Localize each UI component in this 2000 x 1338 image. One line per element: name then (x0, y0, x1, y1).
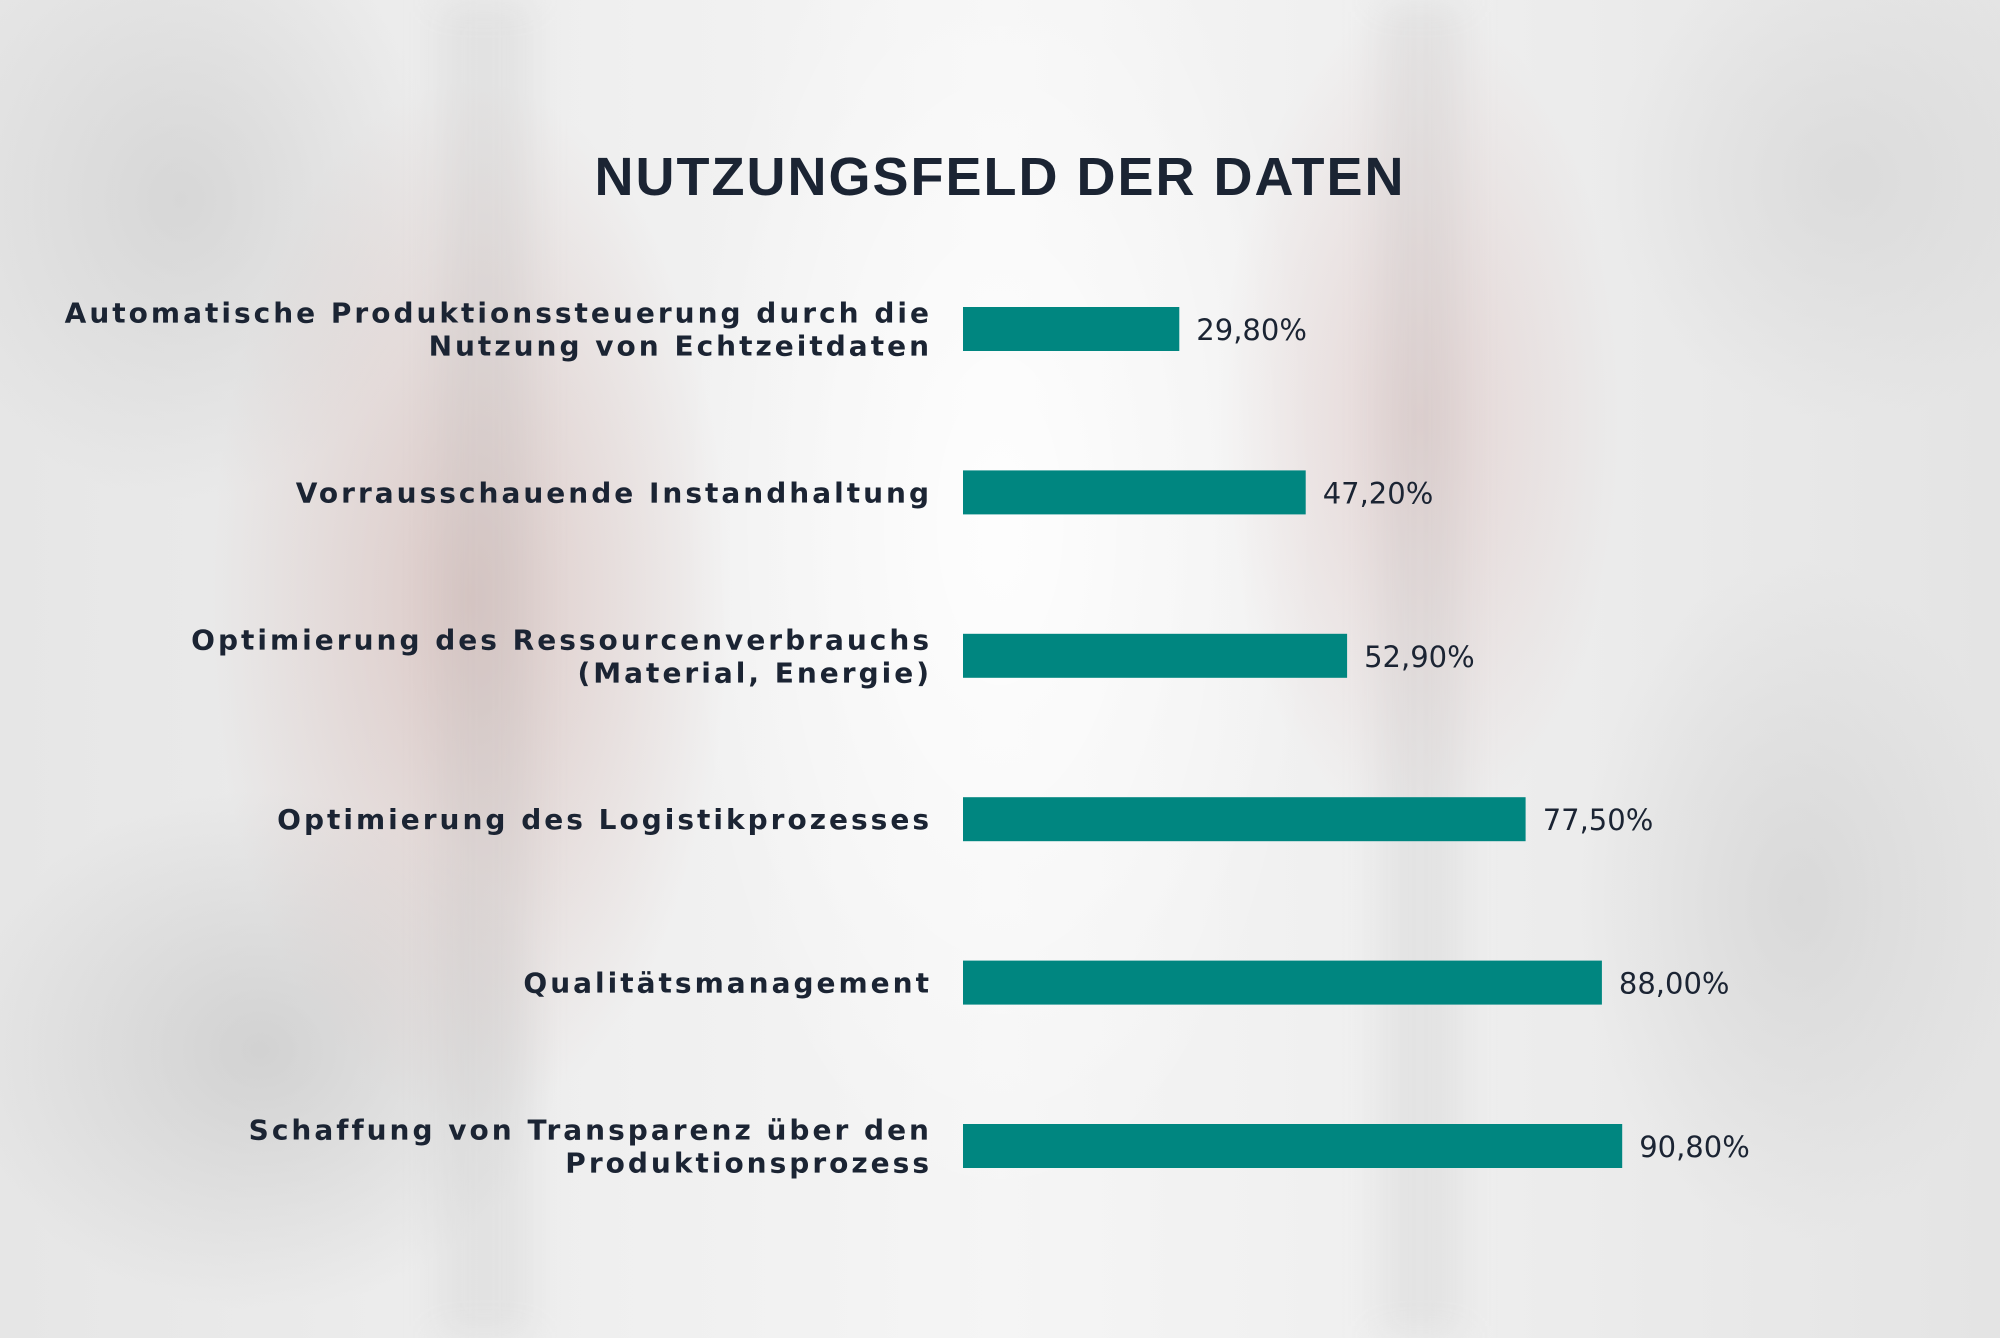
category-label: Qualitätsmanagement (523, 967, 932, 1000)
bar (963, 470, 1306, 515)
category-label: (Material, Energie) (578, 656, 933, 689)
category-label: Schaffung von Transparenz über den (249, 1114, 932, 1147)
category-label: Optimierung des Logistikprozesses (277, 803, 932, 836)
bar (963, 1124, 1623, 1168)
value-label: 77,50% (1543, 803, 1654, 837)
chart-title: NUTZUNGSFELD DER DATEN (594, 147, 1406, 207)
background-blur-stripe (1380, 0, 1460, 1338)
category-label: Vorrausschauende Instandhaltung (296, 476, 932, 509)
category-label: Produktionsprozess (565, 1147, 932, 1180)
background-blur-stripe (440, 0, 530, 1338)
bar (963, 797, 1526, 842)
value-label: 47,20% (1323, 476, 1434, 510)
value-label: 29,80% (1196, 313, 1307, 347)
value-label: 52,90% (1364, 640, 1475, 674)
bar (963, 633, 1348, 678)
category-label: Optimierung des Ressourcenverbrauchs (191, 623, 932, 656)
value-label: 88,00% (1619, 967, 1730, 1001)
category-label: Nutzung von Echtzeitdaten (429, 330, 932, 363)
bar (963, 960, 1602, 1005)
category-label: Automatische Produktionssteuerung durch … (65, 297, 932, 330)
value-label: 90,80% (1639, 1130, 1750, 1164)
bar (963, 307, 1180, 351)
